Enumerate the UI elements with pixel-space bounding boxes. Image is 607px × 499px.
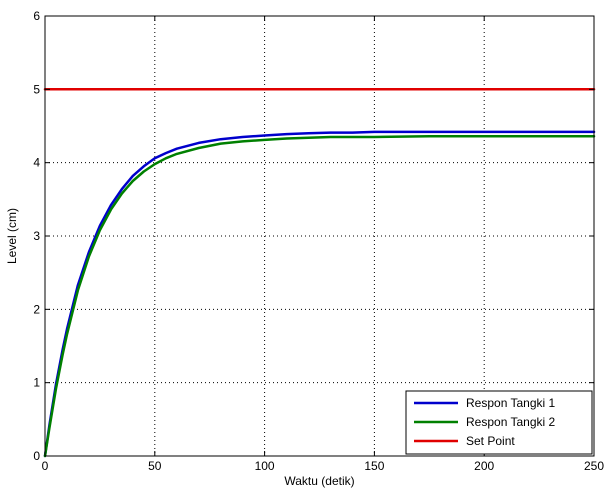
x-tick-label: 150	[364, 459, 384, 473]
y-tick-label: 4	[33, 156, 40, 170]
grid	[45, 16, 594, 456]
y-tick-label: 0	[33, 449, 40, 463]
x-axis-label: Waktu (detik)	[284, 474, 354, 488]
y-tick-label: 1	[33, 376, 40, 390]
series-line-respon-tangki-2	[43, 135, 596, 458]
x-tick-label: 0	[42, 459, 49, 473]
x-tick-label: 50	[148, 459, 162, 473]
legend: Respon Tangki 1 Respon Tangki 2 Set Point	[405, 390, 593, 455]
plot-frame	[44, 15, 595, 457]
legend-label-set-point: Set Point	[466, 434, 515, 448]
y-axis-label: Level (cm)	[5, 208, 19, 264]
y-tick-label: 3	[33, 229, 40, 243]
y-tick-label: 5	[33, 82, 40, 96]
y-tick-label: 6	[33, 9, 40, 23]
ticks: 0 50 100 150 200 250 0 1 2 3 4 5 6	[33, 9, 604, 473]
x-tick-label: 100	[255, 459, 275, 473]
y-tick-label: 2	[33, 302, 40, 316]
series-group	[43, 88, 596, 458]
legend-label-respon-tangki-1: Respon Tangki 1	[466, 396, 556, 410]
series-line-respon-tangki-1	[43, 130, 596, 458]
x-tick-label: 250	[584, 459, 604, 473]
legend-label-respon-tangki-2: Respon Tangki 2	[466, 415, 556, 429]
x-tick-label: 200	[474, 459, 494, 473]
